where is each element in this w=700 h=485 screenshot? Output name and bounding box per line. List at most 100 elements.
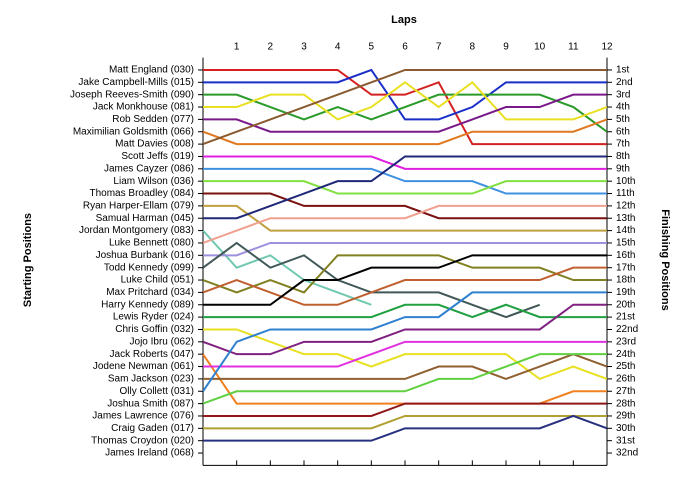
x-tick-label: 3: [301, 42, 307, 53]
series-line: [203, 204, 607, 232]
y2-tick-label: 29th: [616, 411, 635, 422]
driver-label: Jojo Ibru (062): [130, 336, 194, 347]
y2-tick-label: 22nd: [616, 324, 638, 335]
driver-label: Thomas Broadley (084): [90, 188, 195, 199]
y2-tick-label: 21st: [616, 312, 635, 323]
series-line: [203, 353, 608, 380]
driver-label: Thomas Croydon (020): [91, 435, 194, 446]
y2-tick-label: 25th: [616, 361, 635, 372]
driver-label: Maximilian Goldsmith (066): [73, 126, 194, 137]
driver-label: Jordan Montgomery (083): [79, 225, 194, 236]
driver-label: James Cayzer (086): [104, 163, 194, 174]
driver-label: Max Pritchard (034): [106, 287, 194, 298]
series-line: [203, 68, 607, 146]
x-tick-label: 1: [234, 42, 240, 53]
driver-label: Luke Child (051): [121, 275, 194, 286]
driver-label: Jack Roberts (047): [110, 349, 194, 360]
x-tick-label: 10: [534, 42, 546, 53]
driver-label: Matt England (030): [109, 65, 194, 76]
x-tick-label: 6: [402, 42, 408, 53]
driver-label: Chris Goffin (032): [115, 324, 194, 335]
series-line: [203, 93, 607, 133]
driver-label: Luke Bennett (080): [109, 238, 194, 249]
series-line: [203, 303, 607, 319]
x-tick-label: 11: [568, 42, 579, 53]
series-line: [202, 254, 607, 294]
driver-label: Scott Jeffs (019): [121, 151, 194, 162]
series-line: [203, 414, 607, 430]
y2-tick-label: 31st: [616, 435, 635, 446]
series-line: [203, 328, 608, 381]
x-tick-label: 4: [335, 42, 341, 53]
series-line: [203, 402, 607, 417]
series-line: [203, 180, 607, 195]
series-line: [202, 266, 607, 306]
driver-label: Joshua Burbank (016): [96, 250, 194, 261]
series-line: [203, 155, 607, 220]
y2-tick-label: 4th: [616, 102, 630, 113]
series-line: [203, 68, 607, 121]
series-line: [202, 353, 607, 405]
y2-tick-label: 14th: [616, 225, 635, 236]
series-line: [202, 229, 372, 306]
y2-tick-label: 12th: [616, 201, 635, 212]
y2-tick-label: 15th: [616, 238, 635, 249]
y2-tick-label: 5th: [616, 114, 630, 125]
driver-label: Jake Campbell-Mills (015): [78, 77, 194, 88]
plot-area: [203, 58, 607, 465]
x-tick-label: 8: [470, 42, 476, 53]
driver-label: Craig Gaden (017): [111, 423, 194, 434]
series-line: [202, 204, 607, 244]
driver-label: Lewis Ryder (024): [113, 312, 194, 323]
driver-label: Jodene Newman (061): [93, 361, 194, 372]
driver-label: Liam Wilson (036): [113, 176, 194, 187]
y2-tick-label: 9th: [616, 163, 630, 174]
series-line: [203, 414, 608, 442]
series-line: [203, 192, 607, 220]
driver-label: Harry Kennedy (089): [101, 299, 194, 310]
driver-label: Sam Jackson (023): [108, 374, 194, 385]
series-line: [203, 93, 608, 133]
y2-tick-label: 24th: [616, 349, 635, 360]
y2-tick-label: 30th: [616, 423, 635, 434]
series-line: [203, 241, 607, 257]
x-tick-label: 7: [436, 42, 442, 53]
x-tick-label: 12: [601, 42, 613, 53]
series-line: [202, 303, 607, 356]
driver-label: Olly Collett (031): [120, 386, 194, 397]
x-tick-label: 9: [503, 42, 509, 53]
y2-tick-label: 17th: [616, 262, 635, 273]
series-line: [202, 118, 608, 146]
driver-label: James Lawrence (076): [92, 411, 194, 422]
y2-axis-title: Finishing Positions: [659, 209, 671, 310]
y2-tick-label: 20th: [616, 299, 635, 310]
y2-tick-label: 7th: [616, 139, 630, 150]
series-line: [203, 155, 607, 170]
series-line: [202, 68, 607, 146]
driver-label: Jack Monkhouse (081): [93, 102, 194, 113]
driver-label: James Ireland (068): [105, 448, 194, 459]
y2-tick-label: 11th: [616, 188, 635, 199]
driver-label: Rob Sedden (077): [112, 114, 194, 125]
driver-label: Joseph Reeves-Smith (090): [70, 89, 194, 100]
y2-tick-label: 18th: [616, 275, 635, 286]
y2-tick-label: 26th: [616, 374, 635, 385]
driver-label: Matt Davies (008): [115, 139, 194, 150]
y2-tick-label: 19th: [616, 287, 635, 298]
x-tick-label: 5: [369, 42, 375, 53]
y2-tick-label: 27th: [616, 386, 635, 397]
driver-label: Todd Kennedy (099): [104, 262, 194, 273]
y2-tick-label: 16th: [616, 250, 635, 261]
series-line: [203, 340, 607, 368]
y-axis-title: Starting Positions: [22, 213, 34, 307]
y2-tick-label: 23rd: [616, 336, 636, 347]
series-line: [202, 291, 607, 392]
y2-tick-label: 3rd: [616, 89, 630, 100]
series-line: [203, 167, 607, 195]
y2-tick-label: 1st: [616, 65, 630, 76]
y2-tick-label: 6th: [616, 126, 630, 137]
driver-label: Joshua Smith (087): [107, 398, 194, 409]
y2-tick-label: 32nd: [616, 448, 638, 459]
